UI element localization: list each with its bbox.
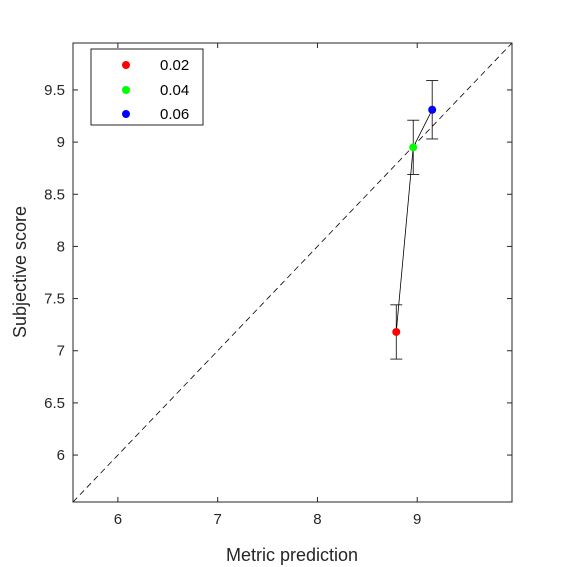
y-tick-label-4: 8 <box>57 238 65 255</box>
y-tick-label-0: 6 <box>57 447 65 464</box>
plot-frame <box>72 42 513 503</box>
data-point-1 <box>409 143 418 152</box>
y-tick-label-5: 8.5 <box>44 186 65 203</box>
legend: 0.02 0.04 0.06 <box>90 48 204 126</box>
data-point-2 <box>428 105 437 114</box>
y-tick-label-6: 9 <box>57 134 65 151</box>
legend-label-2: 0.06 <box>160 106 189 123</box>
legend-label-1: 0.04 <box>160 82 189 99</box>
x-axis-label: Metric prediction <box>226 545 358 565</box>
legend-marker-2 <box>122 110 130 118</box>
y-tick-label-3: 7.5 <box>44 291 65 308</box>
data-point-0 <box>392 327 401 336</box>
identity-line <box>72 42 513 503</box>
legend-box <box>90 48 204 126</box>
x-tick-label-1: 7 <box>213 511 221 528</box>
legend-label-0: 0.02 <box>160 57 189 74</box>
x-tick-label-0: 6 <box>114 511 122 528</box>
y-tick-label-1: 6.5 <box>44 395 65 412</box>
y-tick-label-2: 7 <box>57 343 65 360</box>
x-tick-label-3: 9 <box>413 511 421 528</box>
legend-marker-0 <box>122 61 130 69</box>
y-axis-label: Subjective score <box>10 206 30 338</box>
y-tick-label-7: 9.5 <box>44 82 65 99</box>
x-tick-label-2: 8 <box>313 511 321 528</box>
legend-marker-1 <box>122 86 130 94</box>
